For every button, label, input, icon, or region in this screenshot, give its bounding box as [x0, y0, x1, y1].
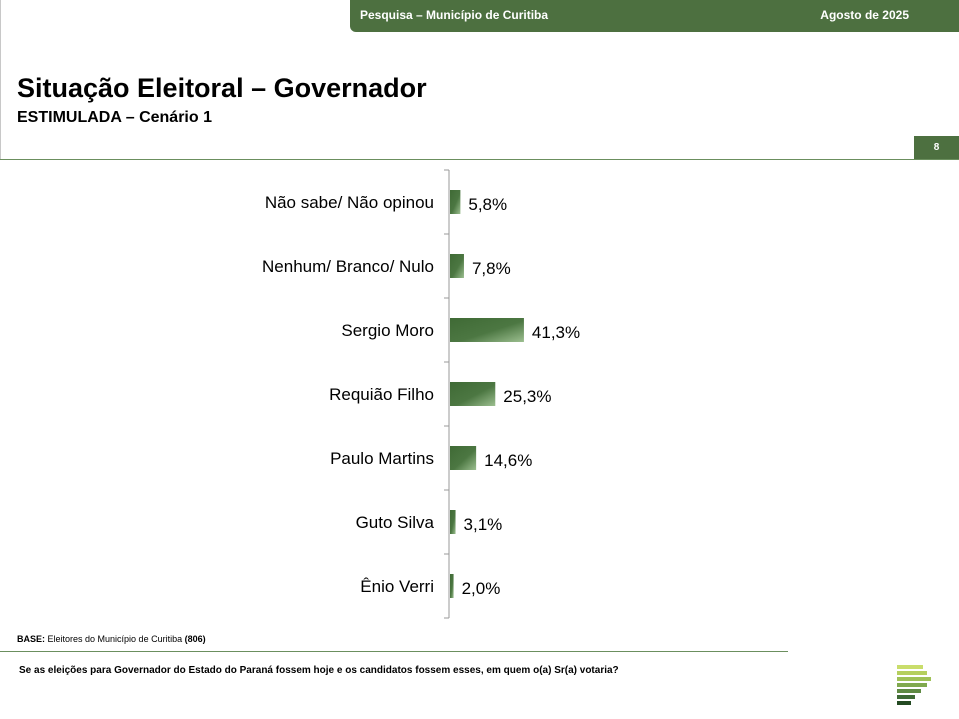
company-logo	[897, 665, 933, 712]
category-label: Não sabe/ Não opinou	[265, 193, 434, 212]
base-text: Eleitores do Município de Curitiba	[45, 634, 185, 644]
data-label: 2,0%	[462, 579, 501, 598]
logo-bars-icon	[897, 665, 931, 705]
survey-name: Pesquisa – Município de Curitiba	[360, 8, 549, 22]
left-border	[0, 0, 1, 160]
bar	[450, 318, 524, 342]
category-label: Ênio Verri	[360, 577, 434, 596]
bar	[450, 446, 477, 470]
category-label: Sergio Moro	[341, 321, 434, 340]
data-label: 3,1%	[464, 515, 503, 534]
data-label: 5,8%	[468, 195, 507, 214]
bar	[450, 574, 454, 598]
category-label: Guto Silva	[356, 513, 435, 532]
page-title: Situação Eleitoral – Governador	[17, 73, 427, 103]
bar	[450, 254, 464, 278]
base-label: BASE:	[17, 634, 46, 644]
page-subtitle: ESTIMULADA – Cenário 1	[17, 109, 212, 126]
data-label: 7,8%	[472, 259, 511, 278]
base-note: BASE: Eleitores do Município de Curitiba…	[17, 634, 206, 644]
category-label: Paulo Martins	[330, 449, 434, 468]
page-number: 8	[914, 136, 959, 160]
survey-question: Se as eleições para Governador do Estado…	[19, 665, 619, 676]
bar	[450, 382, 496, 406]
bar	[450, 190, 461, 214]
header-bar: Pesquisa – Município de Curitiba Agosto …	[350, 0, 959, 32]
bar	[450, 510, 456, 534]
data-label: 14,6%	[484, 451, 532, 470]
category-label: Nenhum/ Branco/ Nulo	[262, 257, 434, 276]
data-label: 41,3%	[532, 323, 580, 342]
footer-divider	[0, 651, 788, 652]
base-count: (806)	[184, 634, 206, 644]
survey-date: Agosto de 2025	[820, 8, 909, 22]
category-label: Requião Filho	[329, 385, 434, 404]
header-divider	[0, 159, 959, 160]
data-label: 25,3%	[503, 387, 551, 406]
